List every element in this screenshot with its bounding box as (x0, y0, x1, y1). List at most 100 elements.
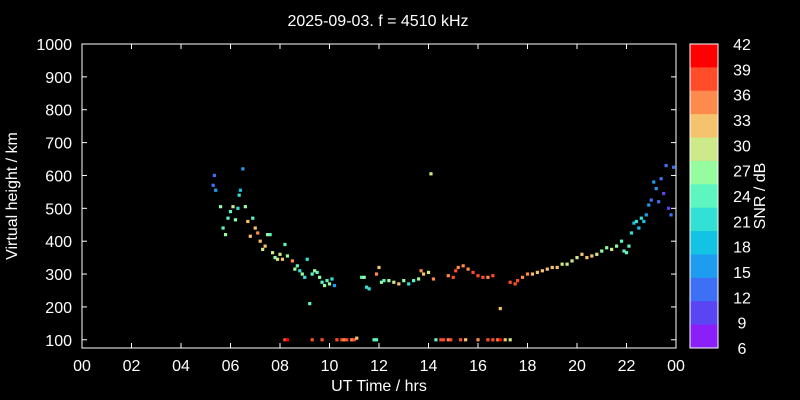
data-point (237, 193, 241, 197)
colorbar-swatch (690, 231, 718, 255)
x-tick-label: 22 (618, 358, 636, 375)
data-point (491, 338, 495, 342)
data-point (644, 213, 648, 217)
data-point (575, 256, 579, 260)
y-tick-label: 400 (45, 234, 72, 251)
y-axis-ticks: 100 200 300 400 500 600 700 800 900 1000 (36, 37, 676, 350)
data-point (228, 210, 233, 214)
data-point (241, 167, 245, 171)
data-point (580, 252, 584, 256)
colorbar-swatch (690, 254, 718, 279)
data-point (308, 302, 312, 306)
data-point (570, 259, 574, 263)
data-point (486, 338, 490, 342)
data-point (258, 239, 262, 243)
data-point (610, 247, 614, 252)
data-point (669, 213, 673, 217)
data-point (221, 226, 225, 230)
data-point (412, 279, 416, 283)
colorbar-tick-label: 9 (738, 316, 747, 333)
colorbar-tick-label: 24 (733, 189, 751, 206)
plot-area: 00 02 04 06 08 10 12 14 16 18 20 22 00 100 200 300 400 5… (36, 37, 685, 375)
data-point (666, 206, 671, 210)
y-tick-label: 300 (45, 267, 72, 284)
data-point (459, 338, 463, 342)
data-point (530, 272, 535, 276)
data-point (360, 275, 364, 279)
data-point (325, 279, 329, 283)
colorbar-swatch (690, 277, 718, 302)
x-tick-label: 00 (667, 358, 685, 375)
colorbar-tick-label: 27 (733, 164, 751, 181)
data-point (313, 269, 317, 273)
data-point (464, 338, 468, 342)
data-point (605, 246, 609, 250)
data-point (555, 265, 559, 270)
data-point (285, 338, 290, 342)
data-point (491, 274, 495, 278)
data-point (273, 256, 277, 260)
data-point (434, 338, 438, 342)
data-point (451, 275, 455, 279)
data-point (481, 275, 485, 279)
data-point (320, 280, 324, 284)
data-point (652, 180, 656, 184)
data-point (275, 257, 280, 261)
data-point (662, 191, 666, 196)
data-point (374, 272, 379, 276)
colorbar-tick-label: 39 (733, 62, 751, 79)
colorbar-label: SNR / dB (752, 163, 769, 230)
data-point (374, 338, 379, 342)
data-point (212, 173, 217, 178)
y-tick-label: 1000 (36, 37, 72, 54)
x-tick-label: 04 (172, 358, 190, 375)
colorbar-tick-label: 15 (733, 265, 751, 282)
data-point (649, 198, 653, 202)
data-point (238, 188, 242, 192)
data-point (352, 338, 356, 342)
data-point (266, 233, 270, 237)
data-point (419, 269, 423, 273)
data-point (293, 267, 297, 271)
data-point (446, 338, 450, 342)
colorbar-tick-label: 21 (733, 214, 751, 231)
colorbar-frame (689, 43, 719, 349)
colorbar-tick-label: 42 (733, 37, 751, 54)
data-point (525, 272, 530, 276)
colorbar-swatch (690, 301, 718, 326)
data-point (615, 244, 619, 248)
data-point (367, 287, 371, 291)
data-point (310, 272, 314, 276)
data-point (243, 205, 247, 209)
data-point (407, 282, 411, 286)
data-point (246, 219, 250, 224)
colorbar-swatch (690, 90, 718, 115)
data-point (565, 262, 569, 266)
data-point (290, 259, 294, 263)
data-point (340, 338, 344, 342)
x-tick-label: 02 (123, 358, 141, 375)
data-point (498, 338, 502, 342)
y-tick-label: 200 (45, 300, 72, 317)
data-point (278, 252, 282, 256)
data-point (466, 267, 470, 271)
data-point (654, 187, 658, 191)
data-point (508, 338, 512, 342)
data-point (659, 177, 663, 181)
data-point (387, 279, 391, 283)
data-points (211, 164, 676, 342)
colorbar-tick-label: 30 (733, 138, 751, 155)
data-point (268, 233, 272, 237)
data-point (456, 265, 460, 270)
data-point (508, 280, 512, 284)
colorbar-tick-label: 6 (738, 341, 747, 358)
x-tick-label: 06 (222, 358, 240, 375)
data-point (629, 231, 634, 235)
x-axis-ticks: 00 02 04 06 08 10 12 14 16 18 20 22 00 (73, 44, 685, 375)
data-point (236, 206, 240, 210)
data-point (251, 216, 255, 220)
data-point (214, 188, 218, 192)
colorbar-swatch (690, 207, 718, 232)
data-point (379, 280, 384, 284)
